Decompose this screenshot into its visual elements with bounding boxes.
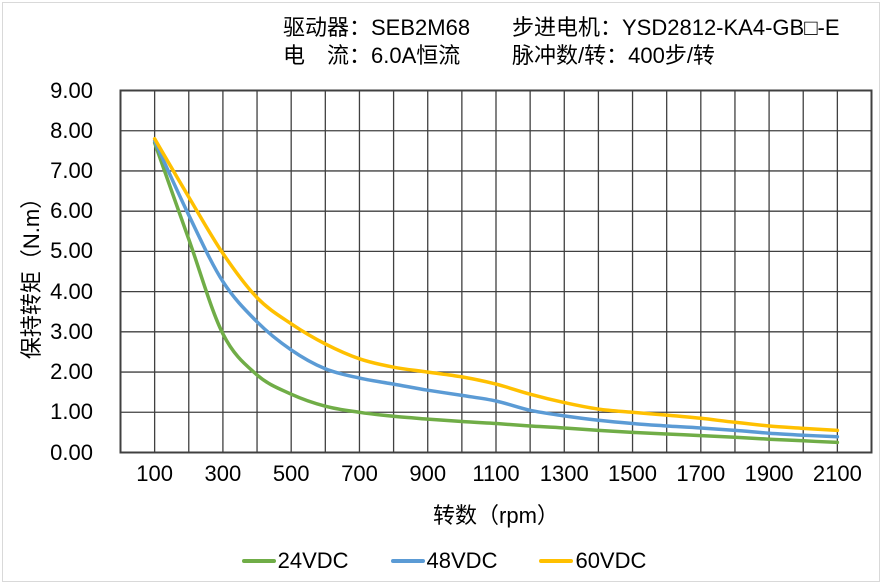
- legend-item-48VDC: 48VDC: [390, 548, 498, 574]
- x-tick-label: 300: [204, 461, 242, 486]
- y-tick-label: 2.00: [50, 359, 93, 385]
- header-motor-label: 步进电机：YSD2812-KA4-GB□-E: [512, 15, 840, 40]
- x-tick-label: 1700: [676, 461, 726, 486]
- curve-60VDC: [152, 137, 840, 433]
- curve-48VDC: [152, 139, 840, 439]
- header-driver-label: 驱动器：SEB2M68: [283, 15, 471, 40]
- header-current-label: 电 流：6.0A恒流: [283, 43, 461, 68]
- y-tick-label: 0.00: [50, 439, 93, 465]
- y-tick-label: 1.00: [50, 399, 93, 425]
- legend-label: 60VDC: [575, 548, 647, 573]
- header-pulses-label: 脉冲数/转：400步/转: [512, 43, 715, 68]
- x-tick-label: 1500: [608, 461, 657, 486]
- x-tick-label: 900: [409, 461, 447, 486]
- x-axis-title: 转数（rpm）: [433, 503, 559, 528]
- x-tick-label: 1100: [472, 461, 520, 486]
- y-tick-label: 4.00: [50, 278, 93, 304]
- legend-line-swatch: [539, 559, 574, 563]
- legend-label: 48VDC: [426, 548, 498, 573]
- legend: 24VDC 48VDC 60VDC: [0, 548, 888, 574]
- y-tick-label: 3.00: [50, 318, 93, 344]
- x-tick-label: 500: [272, 461, 310, 486]
- y-tick-label: 5.00: [50, 238, 93, 264]
- y-tick-label: 8.00: [50, 117, 93, 143]
- curve-24VDC: [152, 141, 840, 445]
- y-tick-label: 6.00: [50, 198, 93, 224]
- x-tick-label: 700: [341, 461, 378, 486]
- legend-line-swatch: [390, 559, 425, 563]
- x-tick-label: 100: [136, 461, 173, 486]
- y-tick-label: 9.00: [50, 77, 93, 103]
- x-tick-label: 1900: [744, 461, 794, 486]
- legend-line-swatch: [241, 559, 276, 563]
- legend-item-24VDC: 24VDC: [241, 548, 349, 574]
- x-tick-label: 1300: [539, 461, 589, 486]
- legend-label: 24VDC: [277, 548, 349, 573]
- y-axis-title: 保持转矩（N.m）: [19, 186, 44, 360]
- legend-item-60VDC: 60VDC: [539, 548, 646, 574]
- y-tick-label: 7.00: [50, 157, 93, 183]
- x-tick-label: 2100: [812, 461, 862, 486]
